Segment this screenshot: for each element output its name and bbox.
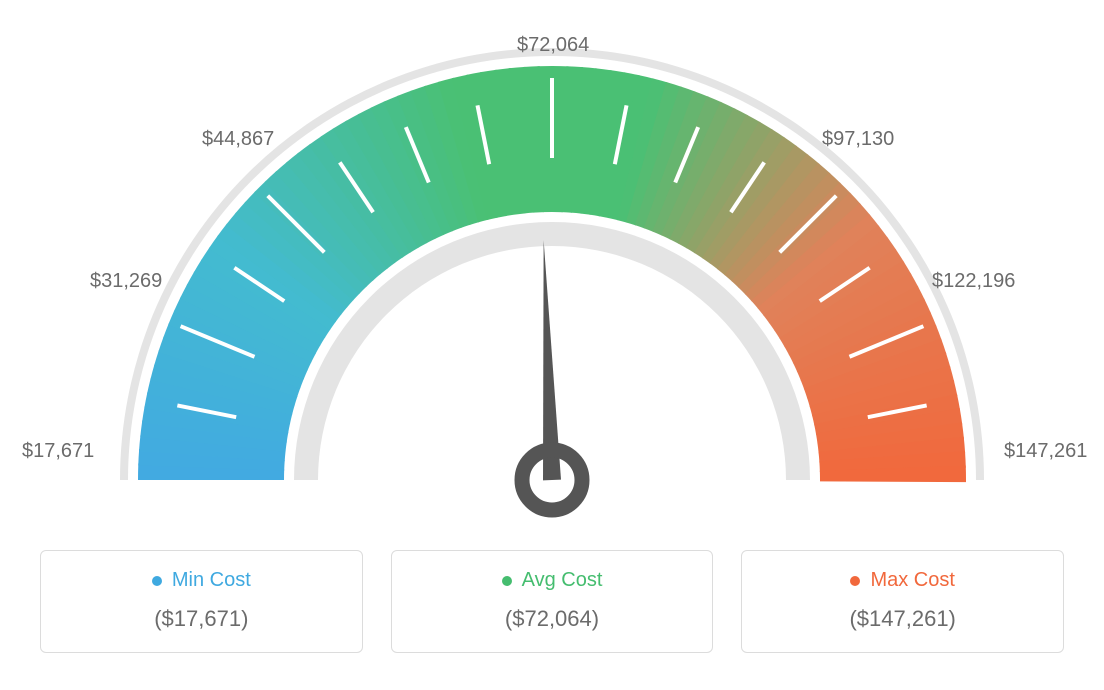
max-cost-label: Max Cost xyxy=(870,569,954,592)
gauge-tick-label: $44,867 xyxy=(202,128,274,151)
cost-gauge: $17,671 $31,269 $44,867 $72,064 $97,130 $122,… xyxy=(22,20,1082,540)
legend-card-max: Max Cost ($147,261) xyxy=(741,550,1064,653)
max-dot xyxy=(850,576,860,586)
gauge-tick-label: $97,130 xyxy=(822,128,894,151)
max-cost-value: ($147,261) xyxy=(752,606,1053,632)
gauge-svg xyxy=(22,20,1082,540)
gauge-tick-label: $31,269 xyxy=(90,270,162,293)
avg-dot xyxy=(502,576,512,586)
legend-row: Min Cost ($17,671) Avg Cost ($72,064) Ma… xyxy=(20,550,1084,653)
gauge-tick-label: $72,064 xyxy=(517,34,589,57)
min-dot xyxy=(152,576,162,586)
avg-cost-value: ($72,064) xyxy=(402,606,703,632)
gauge-tick-label: $17,671 xyxy=(22,440,94,463)
gauge-tick-label: $147,261 xyxy=(1004,440,1087,463)
min-cost-value: ($17,671) xyxy=(51,606,352,632)
avg-cost-label: Avg Cost xyxy=(522,569,603,592)
gauge-tick-label: $122,196 xyxy=(932,270,1015,293)
legend-card-min: Min Cost ($17,671) xyxy=(40,550,363,653)
legend-card-avg: Avg Cost ($72,064) xyxy=(391,550,714,653)
min-cost-label: Min Cost xyxy=(172,569,251,592)
